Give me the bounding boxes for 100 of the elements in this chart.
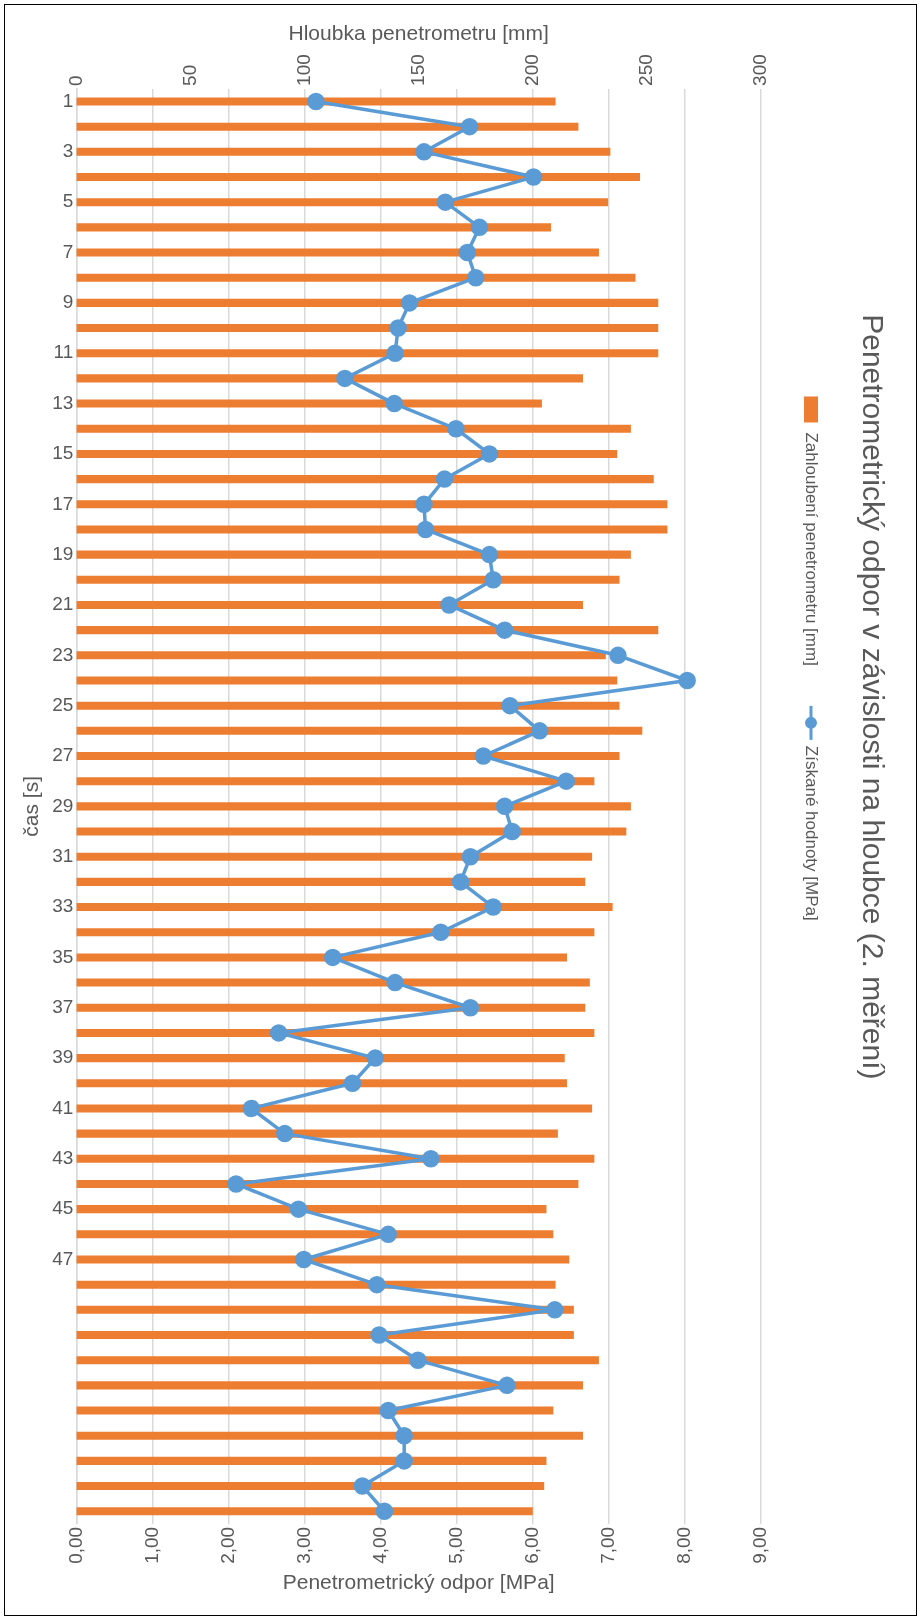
x-tick-label: 1,00 [140, 1526, 162, 1564]
point [289, 1200, 308, 1218]
y-tick-label: 5 [62, 190, 74, 212]
point [415, 143, 433, 161]
y-tick-label: 9 [62, 291, 74, 313]
y-tick-label: 39 [52, 1046, 74, 1068]
y-tick-label: 21 [52, 593, 74, 615]
point [295, 1250, 313, 1269]
point [415, 495, 433, 514]
legend-label: Získané hodnoty [MPa] [802, 745, 822, 921]
point [368, 1275, 386, 1294]
point [276, 1124, 294, 1143]
y-tick-label: 3 [62, 140, 74, 162]
x-tick-label: 2,00 [216, 1526, 238, 1564]
x-axis-title: Penetrometrický odpor [MPa] [282, 1570, 555, 1594]
y-tick-label: 37 [52, 995, 74, 1017]
point [409, 1351, 427, 1369]
legend-label: Zahloubení penetrometru [mm] [802, 432, 822, 666]
y-tick-label: 19 [52, 542, 74, 564]
y-tick-label: 41 [52, 1096, 74, 1118]
y-tick-label: 15 [52, 442, 74, 464]
y-tick-label: 43 [52, 1147, 74, 1169]
point [370, 1326, 388, 1344]
y-tick-label: 47 [52, 1247, 74, 1269]
x-tick-label: 3,00 [292, 1526, 314, 1564]
x-tick-label: 6,00 [521, 1526, 543, 1564]
y-tick-label: 29 [52, 794, 74, 816]
x-tick-label: 8,00 [673, 1526, 695, 1564]
y-tick-label: 45 [52, 1197, 74, 1219]
point [451, 873, 470, 891]
point [524, 168, 543, 186]
y-tick-label: 11 [53, 341, 74, 363]
point [431, 923, 450, 941]
point [375, 1502, 394, 1520]
point [460, 117, 479, 136]
point [400, 294, 419, 312]
y-tick-label: 35 [52, 945, 74, 967]
point [440, 596, 458, 614]
point [436, 193, 455, 211]
y-tick-label: 13 [52, 391, 74, 413]
y-tick-label: 23 [52, 643, 74, 665]
point [470, 218, 489, 237]
point [678, 671, 696, 690]
y-tick-label: 25 [52, 693, 74, 715]
point [530, 722, 549, 740]
point [343, 1074, 362, 1093]
point [484, 898, 502, 916]
y-axis-title: čas [s] [19, 776, 43, 837]
point [386, 973, 404, 992]
point [395, 1452, 413, 1470]
point [480, 545, 499, 564]
point [466, 268, 485, 287]
point [379, 1401, 397, 1420]
point [395, 1426, 413, 1445]
point [385, 394, 404, 413]
point [498, 1376, 516, 1395]
point [323, 948, 342, 967]
x-tick-label: 7,00 [597, 1526, 619, 1564]
point [546, 1301, 564, 1319]
point [422, 1150, 440, 1168]
y-tick-label: 1 [62, 89, 74, 111]
point [474, 747, 493, 765]
point [353, 1477, 372, 1495]
x2-tick-label: 200 [521, 54, 543, 86]
point [366, 1049, 385, 1067]
y-tick-label: 17 [52, 492, 74, 514]
y-tick-label: 31 [52, 844, 74, 866]
point [336, 369, 354, 388]
point [307, 92, 325, 111]
x-tick-label: 9,00 [749, 1526, 771, 1564]
y-tick-label: 27 [52, 744, 74, 766]
x2-tick-label: 50 [178, 64, 200, 86]
point [227, 1175, 245, 1193]
point [269, 1024, 288, 1042]
x2-tick-label: 300 [749, 54, 771, 86]
point [389, 319, 407, 337]
point [609, 646, 627, 665]
point [461, 999, 480, 1017]
x-tick-label: 5,00 [444, 1526, 466, 1564]
point [495, 621, 514, 639]
point [503, 822, 521, 841]
point [447, 420, 465, 438]
point [484, 571, 502, 589]
point [379, 1225, 397, 1244]
x2-tick-label: 100 [292, 54, 314, 86]
y-tick-label: 33 [52, 895, 74, 917]
point [386, 344, 404, 362]
point [480, 445, 499, 463]
point [501, 696, 519, 715]
x-tick-label: 0,00 [64, 1526, 86, 1564]
point [495, 797, 514, 816]
point [557, 772, 575, 790]
x2-tick-label: 0 [64, 75, 86, 86]
x-tick-label: 4,00 [368, 1526, 390, 1564]
x2-tick-label: 150 [406, 54, 428, 86]
point [435, 470, 454, 488]
point [458, 243, 477, 262]
x2-axis-title: Hloubka penetrometru [mm] [288, 21, 549, 45]
text: Penetrometrický odpor v závislosti na hloubce (2. měření) [856, 314, 890, 1080]
x2-tick-label: 250 [635, 54, 657, 86]
